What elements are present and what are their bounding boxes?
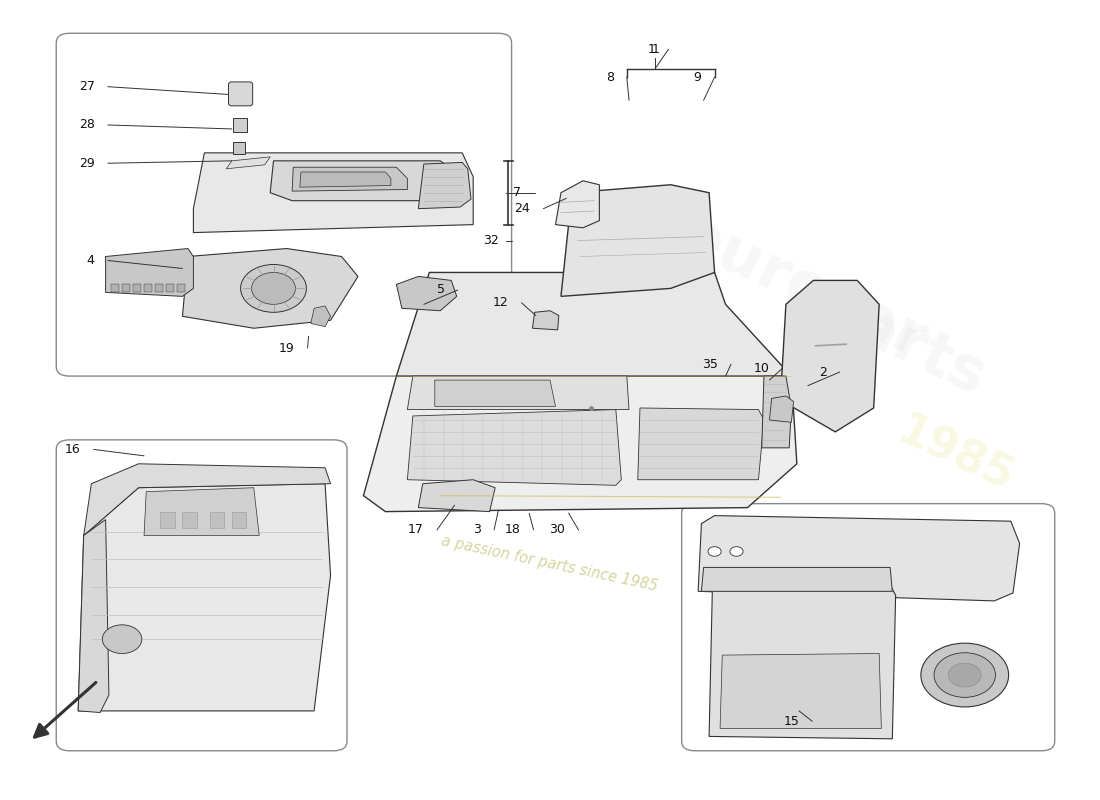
- Text: 19: 19: [278, 342, 295, 354]
- Polygon shape: [720, 654, 881, 729]
- Text: 3: 3: [473, 523, 481, 537]
- Polygon shape: [702, 567, 892, 591]
- Text: 15: 15: [783, 714, 799, 728]
- Text: 24: 24: [515, 202, 530, 215]
- Polygon shape: [194, 153, 473, 233]
- Text: 27: 27: [79, 80, 95, 93]
- Text: 32: 32: [483, 234, 498, 247]
- Text: 8: 8: [606, 70, 614, 84]
- Polygon shape: [418, 480, 495, 512]
- Text: 4: 4: [87, 254, 95, 267]
- Polygon shape: [78, 519, 109, 713]
- Polygon shape: [710, 585, 895, 739]
- Polygon shape: [271, 161, 456, 201]
- Text: 12: 12: [493, 296, 508, 310]
- Text: 35: 35: [702, 358, 718, 370]
- Polygon shape: [144, 488, 260, 535]
- Polygon shape: [311, 306, 331, 326]
- Polygon shape: [698, 515, 1020, 601]
- Polygon shape: [532, 310, 559, 330]
- Polygon shape: [556, 181, 600, 228]
- Bar: [233, 142, 245, 154]
- Text: 28: 28: [79, 118, 95, 131]
- Bar: [161, 512, 175, 527]
- Text: 1985: 1985: [891, 410, 1021, 502]
- Circle shape: [102, 625, 142, 654]
- Polygon shape: [111, 285, 119, 292]
- Polygon shape: [780, 281, 879, 432]
- Text: 7: 7: [514, 186, 521, 199]
- Text: 1: 1: [648, 42, 656, 56]
- Circle shape: [730, 546, 744, 556]
- Polygon shape: [418, 162, 471, 209]
- Polygon shape: [762, 376, 791, 448]
- Text: 1: 1: [651, 42, 659, 56]
- Text: parts: parts: [806, 279, 996, 409]
- Polygon shape: [106, 249, 194, 296]
- Text: 18: 18: [505, 523, 520, 537]
- Text: eurocar: eurocar: [670, 206, 935, 371]
- Circle shape: [241, 265, 307, 312]
- Text: 16: 16: [65, 443, 80, 456]
- Circle shape: [252, 273, 296, 304]
- Text: 29: 29: [79, 157, 95, 170]
- Polygon shape: [144, 285, 152, 292]
- Polygon shape: [407, 376, 629, 410]
- Polygon shape: [396, 277, 456, 310]
- Bar: [232, 512, 246, 527]
- Text: 2: 2: [818, 366, 826, 378]
- Text: a passion for parts since 1985: a passion for parts since 1985: [440, 533, 660, 594]
- Polygon shape: [638, 408, 764, 480]
- Polygon shape: [363, 376, 796, 512]
- Polygon shape: [177, 285, 185, 292]
- Polygon shape: [155, 285, 163, 292]
- Polygon shape: [769, 396, 793, 422]
- Text: 17: 17: [408, 523, 424, 537]
- FancyBboxPatch shape: [229, 82, 253, 106]
- Polygon shape: [133, 285, 141, 292]
- Circle shape: [921, 643, 1009, 707]
- Text: 9: 9: [693, 70, 702, 84]
- Text: 10: 10: [754, 362, 769, 374]
- Bar: [183, 512, 197, 527]
- Circle shape: [934, 653, 996, 698]
- Polygon shape: [78, 484, 331, 711]
- Circle shape: [948, 663, 981, 687]
- Polygon shape: [122, 285, 130, 292]
- Polygon shape: [183, 249, 358, 328]
- Text: 30: 30: [550, 523, 565, 537]
- Polygon shape: [396, 273, 791, 376]
- Polygon shape: [407, 410, 622, 486]
- Bar: [233, 118, 248, 132]
- Polygon shape: [166, 285, 174, 292]
- Polygon shape: [300, 172, 390, 187]
- Polygon shape: [84, 464, 331, 535]
- Circle shape: [708, 546, 722, 556]
- Bar: [210, 512, 224, 527]
- Polygon shape: [227, 157, 271, 169]
- Polygon shape: [561, 185, 715, 296]
- Text: 5: 5: [437, 283, 444, 297]
- Polygon shape: [293, 167, 407, 191]
- Polygon shape: [434, 380, 556, 406]
